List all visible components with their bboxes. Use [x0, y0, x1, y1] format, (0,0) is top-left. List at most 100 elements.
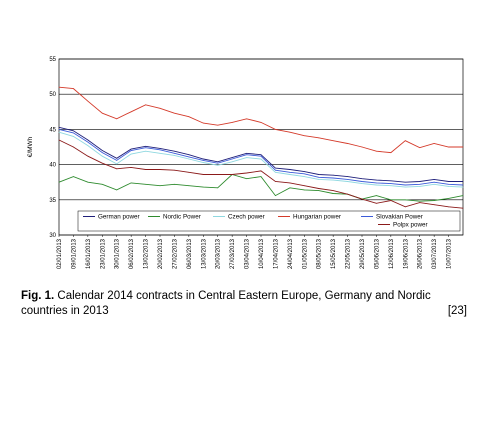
data-point: [73, 132, 74, 134]
data-point: [188, 158, 190, 160]
data-point: [246, 118, 247, 120]
data-point: [289, 131, 291, 133]
data-point: [188, 154, 190, 156]
data-point: [462, 186, 464, 188]
data-point: [159, 107, 161, 109]
data-point: [87, 181, 89, 183]
data-point: [433, 143, 435, 144]
x-tick-label: 15/05/2013: [331, 238, 337, 269]
x-tick-label: 08/05/2013: [317, 238, 323, 269]
data-point: [376, 202, 377, 204]
caption-reference: [23]: [447, 305, 467, 317]
x-tick-label: 16/01/2013: [86, 238, 92, 269]
data-point: [174, 183, 175, 185]
data-point: [246, 154, 247, 156]
data-point: [246, 152, 247, 154]
data-point: [462, 181, 464, 182]
x-tick-label: 06/03/2013: [187, 238, 193, 269]
data-point: [159, 149, 161, 151]
data-point: [116, 189, 118, 191]
data-point: [275, 181, 276, 182]
data-point: [174, 169, 175, 171]
data-point: [361, 146, 363, 148]
data-point: [347, 181, 348, 182]
data-point: [390, 152, 392, 153]
data-point: [159, 148, 161, 149]
data-point: [275, 129, 276, 130]
data-point: [318, 179, 320, 180]
data-point: [101, 183, 103, 185]
data-point: [87, 141, 89, 143]
data-point: [246, 178, 247, 180]
data-point: [318, 188, 320, 189]
data-point: [404, 206, 406, 208]
x-tick-label: 03/04/2013: [245, 238, 251, 269]
data-point: [159, 152, 161, 154]
data-point: [217, 161, 219, 163]
data-point: [332, 177, 334, 179]
data-point: [58, 139, 60, 141]
data-point: [58, 129, 60, 130]
data-point: [130, 153, 132, 155]
legend-label: Czech power: [228, 214, 265, 221]
data-point: [448, 198, 449, 199]
data-point: [260, 170, 262, 172]
data-point: [231, 122, 233, 123]
data-point: [289, 174, 291, 175]
x-tick-label: 13/03/2013: [201, 238, 207, 269]
data-point: [188, 171, 190, 173]
data-point: [116, 160, 118, 161]
data-point: [145, 104, 146, 106]
x-tick-label: 22/05/2013: [346, 238, 352, 269]
x-tick-label: 30/01/2013: [115, 238, 121, 269]
x-tick-label: 03/07/2013: [432, 238, 438, 269]
data-point: [303, 173, 305, 175]
data-point: [159, 185, 161, 187]
data-point: [419, 202, 421, 203]
data-point: [332, 179, 334, 181]
x-tick-label: 06/02/2013: [129, 238, 135, 269]
data-point: [174, 155, 175, 156]
figure-caption: Fig. 1. Calendar 2014 contracts in Centr…: [21, 289, 467, 319]
data-point: [419, 186, 421, 187]
caption-text: Calendar 2014 contracts in Central Easte…: [21, 290, 431, 317]
series-line-2: [58, 131, 464, 188]
y-tick-label: 45: [49, 127, 56, 133]
data-point: [303, 176, 305, 177]
data-point: [332, 140, 334, 142]
data-point: [361, 181, 363, 182]
data-point: [275, 169, 276, 171]
data-point: [260, 176, 262, 177]
data-point: [419, 181, 421, 182]
data-point: [318, 137, 320, 139]
y-tick-label: 55: [49, 57, 56, 63]
data-point: [101, 155, 103, 157]
y-tick-label: 30: [49, 233, 56, 239]
data-point: [303, 171, 305, 172]
caption-label: Fig. 1.: [21, 290, 55, 302]
data-point: [448, 206, 449, 208]
data-point: [361, 183, 363, 184]
data-point: [275, 167, 276, 169]
data-point: [303, 189, 305, 191]
data-point: [101, 150, 103, 151]
data-point: [174, 152, 175, 154]
data-point: [404, 199, 406, 201]
data-point: [145, 150, 146, 152]
data-point: [130, 150, 132, 151]
data-point: [433, 200, 435, 201]
data-point: [145, 169, 146, 170]
data-point: [433, 204, 435, 206]
data-point: [376, 195, 377, 196]
legend-label: Hungarian power: [293, 214, 341, 221]
data-point: [448, 183, 449, 185]
data-point: [58, 126, 60, 128]
data-point: [347, 143, 348, 144]
data-point: [376, 179, 377, 181]
data-point: [73, 136, 74, 137]
data-point: [116, 163, 118, 165]
data-point: [318, 190, 320, 191]
data-point: [419, 183, 421, 185]
data-point: [332, 174, 334, 176]
series-line-1: [58, 173, 464, 202]
